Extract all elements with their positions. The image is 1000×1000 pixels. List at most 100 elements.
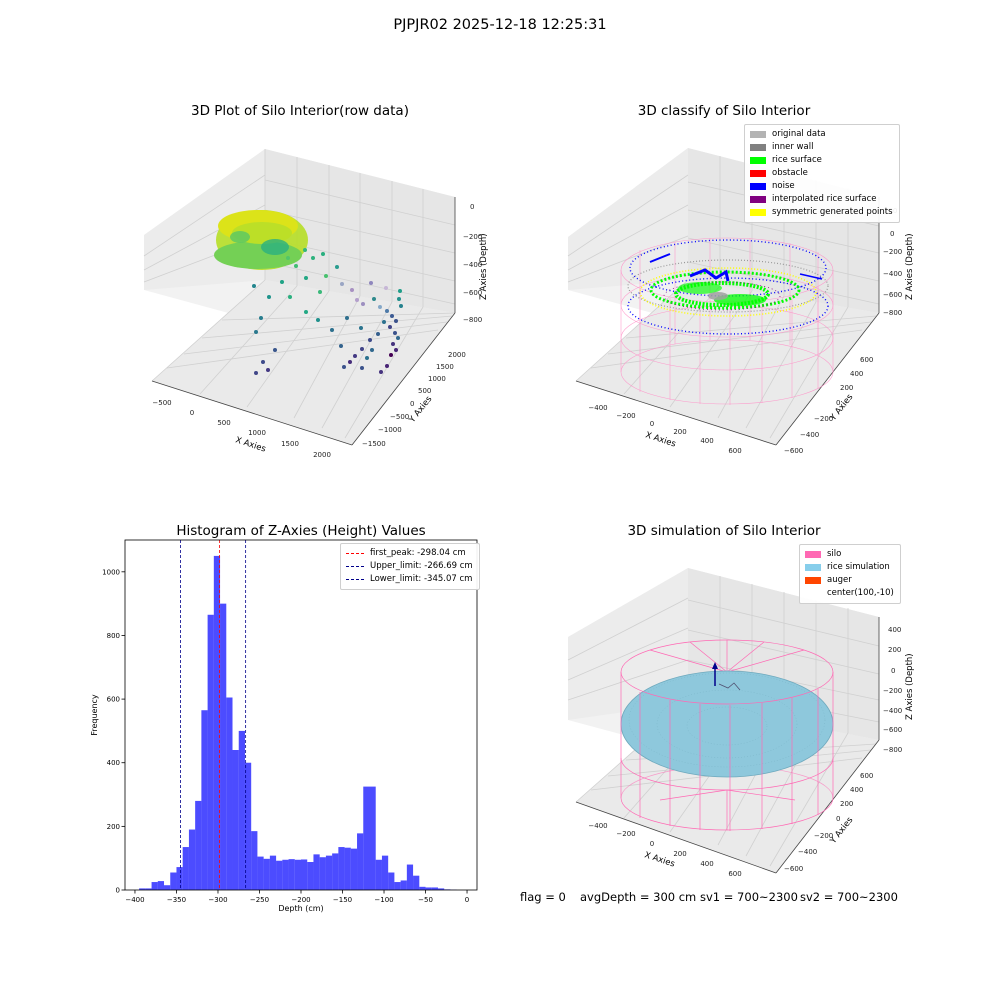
legend-label: rice surface bbox=[772, 155, 822, 165]
histogram-ytick-label: 1000 bbox=[102, 568, 120, 576]
legend-entry: center(100,-10) bbox=[805, 587, 894, 600]
histogram-bar bbox=[369, 786, 376, 890]
legend-entry: symmetric generated points bbox=[750, 206, 893, 219]
histogram-xtick-label: −200 bbox=[291, 896, 310, 904]
plot4-ztick: 400 bbox=[888, 626, 901, 634]
histogram-xtick-label: −250 bbox=[250, 896, 269, 904]
histogram-ylabel: Frequency bbox=[90, 694, 99, 736]
histogram-bar bbox=[381, 855, 389, 890]
histogram-bar bbox=[288, 859, 295, 890]
plot2-ztick: −800 bbox=[883, 309, 902, 317]
plot4-ytick: 400 bbox=[850, 786, 863, 794]
plot1-ytick: 1500 bbox=[436, 363, 454, 371]
plot4-ytick: −400 bbox=[798, 848, 817, 856]
legend-entry: inner wall bbox=[750, 141, 893, 154]
legend-label: rice simulation bbox=[827, 562, 890, 572]
plot4-3d-axes: −400 −200 0 200 400 600 X Axies −600 −40… bbox=[567, 568, 915, 878]
plot1-ylabel: Y Axies bbox=[407, 394, 435, 426]
plot4-xtick: 0 bbox=[650, 840, 654, 848]
plot4-xtick: 200 bbox=[673, 850, 686, 858]
plot2-ytick: 600 bbox=[860, 356, 873, 364]
legend-entry: obstacle bbox=[750, 167, 893, 180]
histogram-bar bbox=[232, 750, 239, 890]
plot4-ztick: 200 bbox=[888, 646, 901, 654]
plot1-ztick: 0 bbox=[470, 203, 474, 211]
plot2-ztick: −400 bbox=[883, 270, 902, 278]
histogram-bar bbox=[213, 555, 221, 890]
plot1-surface-cloud bbox=[214, 210, 308, 270]
plot4-zlabel: Z Axies (Depth) bbox=[905, 653, 915, 720]
legend-entry: original data bbox=[750, 128, 893, 141]
histogram-bar bbox=[375, 859, 382, 890]
plot1-xtick: 1000 bbox=[248, 429, 266, 437]
plot4-ytick: 0 bbox=[836, 815, 840, 823]
histogram-bar bbox=[406, 864, 414, 890]
plot2-ytick: 0 bbox=[836, 399, 840, 407]
legend-line bbox=[346, 553, 364, 554]
histogram-chart: −400 −350 −300 −250 −200 −150 −100 −50 0 0 200 400… bbox=[90, 539, 478, 913]
legend-label: inner wall bbox=[772, 142, 814, 152]
plot4-axis-edges bbox=[575, 617, 880, 874]
histogram-xtick-label: 0 bbox=[465, 896, 469, 904]
plot1-panes bbox=[144, 149, 455, 445]
legend-entry: interpolated rice surface bbox=[750, 193, 893, 206]
plot1-xtick: 1500 bbox=[281, 440, 299, 448]
plot4-ztick: −600 bbox=[883, 726, 902, 734]
plot1-ytick: −500 bbox=[390, 413, 409, 421]
histogram-xtick-label: −150 bbox=[333, 896, 352, 904]
plot1-xticks: −500 0 500 1000 1500 2000 bbox=[152, 399, 331, 459]
histogram-xlabel: Depth (cm) bbox=[278, 904, 323, 913]
histogram-bar bbox=[176, 867, 183, 890]
plot4-ztick: −400 bbox=[883, 707, 902, 715]
histogram-ytick-label: 200 bbox=[107, 823, 120, 831]
plot2-ytick: 200 bbox=[840, 384, 853, 392]
plot2-ztick: 0 bbox=[890, 230, 894, 238]
histogram-bar bbox=[238, 730, 245, 890]
histogram-bar bbox=[419, 886, 426, 890]
histogram-bar bbox=[350, 848, 358, 890]
plot1-ztick: −800 bbox=[463, 316, 482, 324]
plot2-ztick: −600 bbox=[883, 291, 902, 299]
histogram-bar bbox=[207, 614, 214, 890]
histogram-bar bbox=[145, 888, 152, 890]
legend-line bbox=[346, 566, 364, 567]
histogram-bar bbox=[332, 853, 339, 890]
legend-label: symmetric generated points bbox=[772, 207, 893, 217]
legend-entry: first_peak: -298.04 cm bbox=[346, 547, 473, 560]
legend-label: original data bbox=[772, 129, 826, 139]
histogram-xtick-label: −50 bbox=[418, 896, 433, 904]
legend-label: center(100,-10) bbox=[827, 588, 894, 598]
legend-label: Upper_limit: -266.69 cm bbox=[370, 561, 473, 571]
plot1-scatter-points bbox=[252, 248, 403, 375]
legend-entry: noise bbox=[750, 180, 893, 193]
histogram-xtick-label: −100 bbox=[374, 896, 393, 904]
histogram-bar bbox=[437, 888, 445, 890]
plot4-yticks: −600 −400 −200 0 200 400 600 bbox=[784, 772, 873, 873]
plot4-ytick: 600 bbox=[860, 772, 873, 780]
plot2-ytick: −400 bbox=[800, 431, 819, 439]
plot4-auger-marker bbox=[712, 662, 741, 691]
histogram-bar bbox=[425, 887, 432, 890]
legend-swatch bbox=[805, 590, 821, 597]
histogram-ytick-label: 400 bbox=[107, 759, 120, 767]
plot2-title: 3D classify of Silo Interior bbox=[637, 103, 811, 119]
histogram-bar bbox=[307, 862, 314, 890]
legend-swatch bbox=[750, 209, 766, 216]
histogram-bar bbox=[313, 854, 320, 890]
status-avg-depth: avgDepth = 300 cm bbox=[580, 890, 697, 904]
plot1-xtick: 500 bbox=[217, 419, 230, 427]
histogram-bar bbox=[388, 872, 395, 890]
plot1-ytick: −1000 bbox=[378, 426, 402, 434]
plot4-xtick: 400 bbox=[700, 860, 713, 868]
histogram-bar bbox=[170, 872, 177, 890]
plot1-xtick: 0 bbox=[190, 409, 194, 417]
plot1-title: 3D Plot of Silo Interior(row data) bbox=[191, 103, 409, 119]
plot2-ytick: −600 bbox=[784, 447, 803, 455]
plot1-ztick: −400 bbox=[463, 261, 482, 269]
plot2-xtick: −400 bbox=[588, 404, 607, 412]
plot2-ztick: −200 bbox=[883, 248, 902, 256]
histogram-ytick-label: 600 bbox=[107, 696, 120, 704]
plot1-xtick: 2000 bbox=[313, 451, 331, 459]
plot4-ztick: −200 bbox=[883, 687, 902, 695]
plot2-ylabel: Y Axies bbox=[828, 392, 856, 424]
